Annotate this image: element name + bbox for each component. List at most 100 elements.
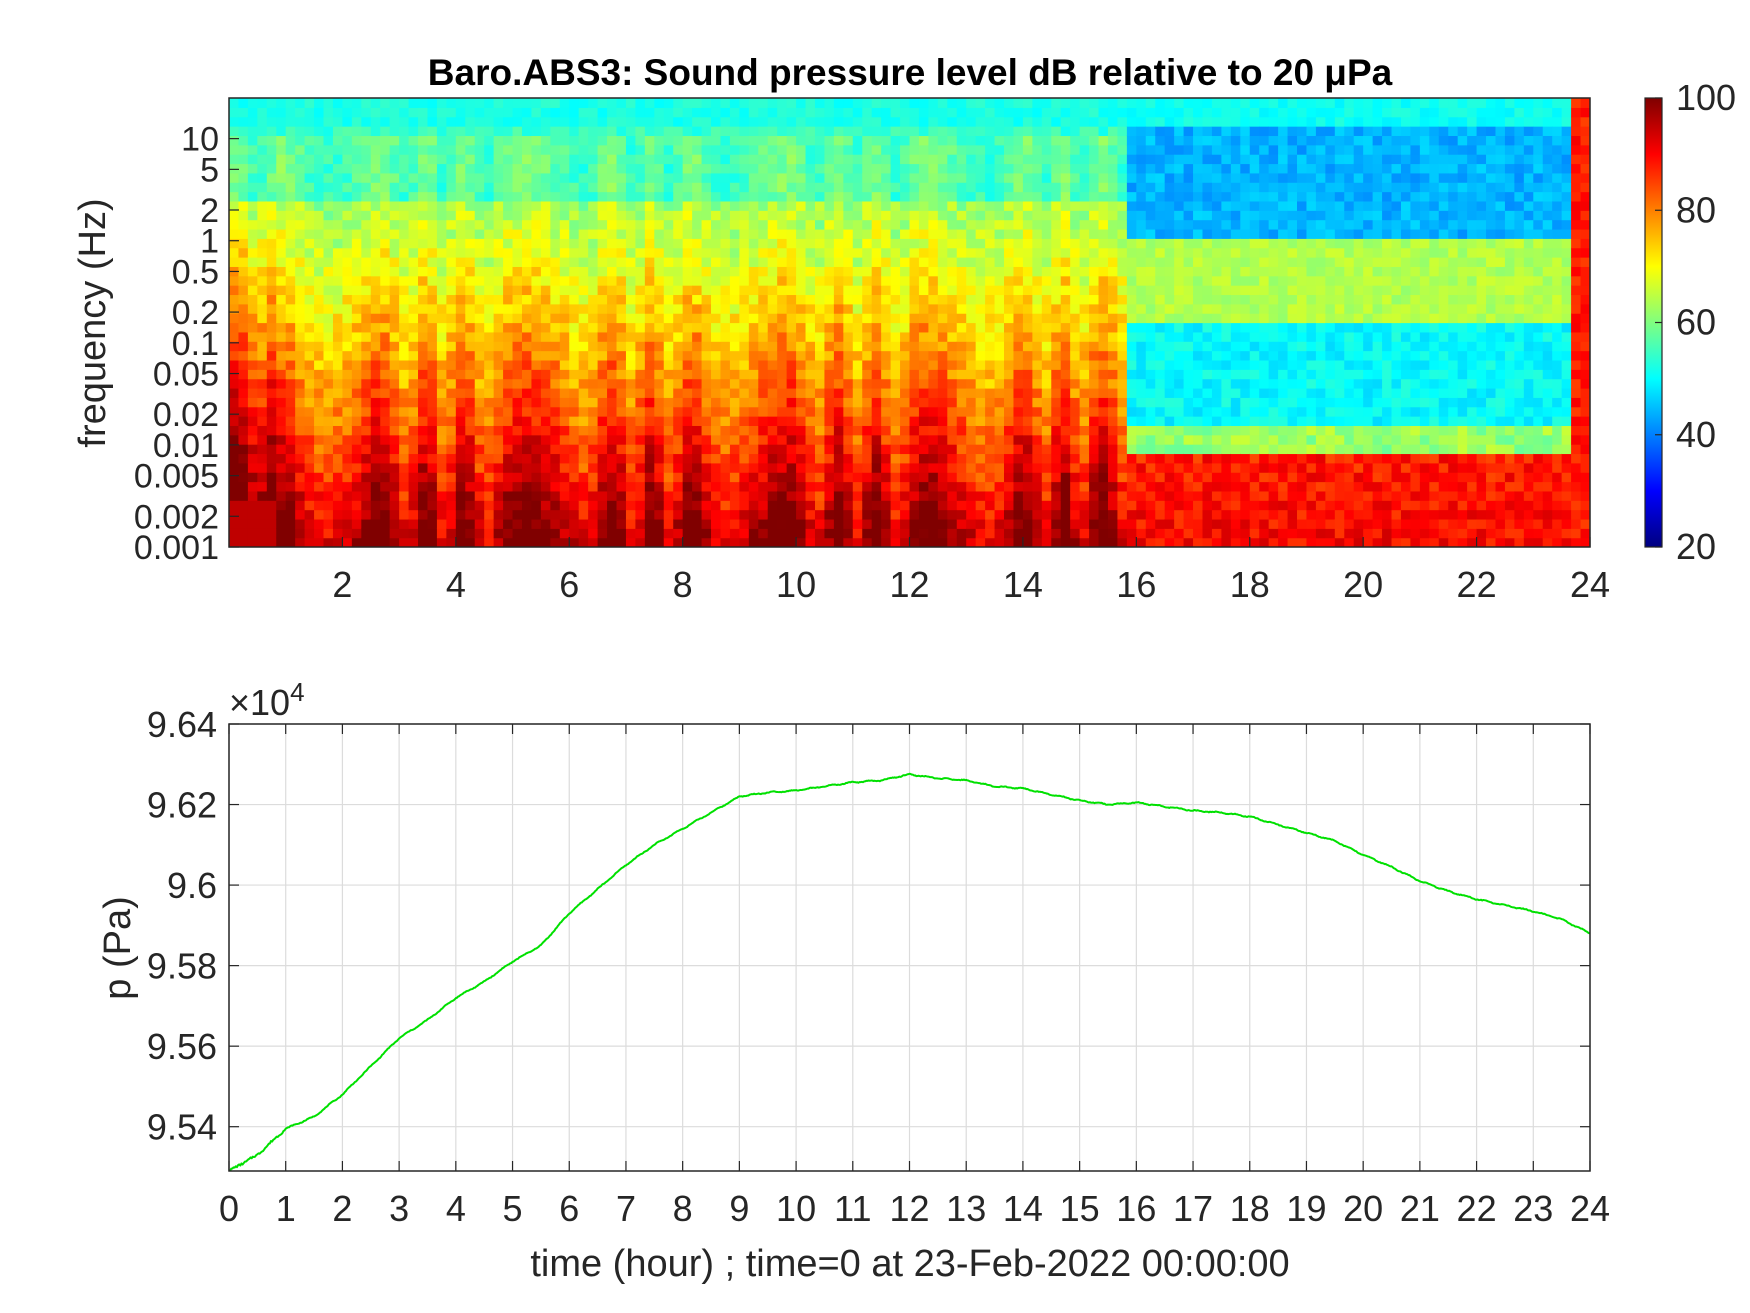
heatmap-cell [389,397,400,408]
heatmap-cell [1183,416,1194,426]
heatmap-cell [701,369,712,380]
heatmap-cell [559,313,570,324]
heatmap-cell [1193,500,1204,511]
heatmap-cell [1174,228,1185,239]
heatmap-cell [673,350,684,361]
heatmap-cell [975,228,986,239]
heatmap-cell [1136,378,1147,389]
heatmap-cell [1022,144,1033,155]
heatmap-cell [777,472,788,483]
heatmap-cell [975,331,986,342]
heatmap-cell [521,490,533,501]
heatmap-cell [266,444,277,455]
heatmap-cell [956,144,967,155]
heatmap-cell [1060,126,1071,137]
heatmap-cell [351,490,362,501]
heatmap-cell [729,518,740,529]
heatmap-cell [814,163,826,174]
heatmap-cell [455,406,466,417]
heatmap-cell [616,257,627,267]
heatmap-cell [238,341,249,352]
heatmap-cell [247,444,258,455]
heatmap-cell [484,528,495,539]
heatmap-cell [314,238,325,249]
heatmap-cell [1098,462,1109,473]
heatmap-cell [1202,378,1213,389]
heatmap-cell [436,182,447,193]
heatmap-cell [607,359,618,370]
heatmap-cell [947,191,958,202]
heatmap-cell [408,98,419,108]
heatmap-cell [692,266,703,277]
heatmap-cell [304,144,315,155]
heatmap-cell [843,369,854,380]
heatmap-cell [512,359,523,370]
heatmap-cell [947,266,958,277]
heatmap-cell [673,416,684,426]
heatmap-cell [238,303,249,314]
heatmap-cell [229,154,240,165]
heatmap-cell [777,200,788,211]
heatmap-cell [654,322,665,333]
heatmap-cell [285,182,296,193]
heatmap-cell [786,200,797,211]
heatmap-cell [824,154,835,165]
heatmap-cell [814,126,826,137]
heatmap-cell [701,285,712,296]
heatmap-cell [644,537,655,547]
heatmap-cell [1136,462,1147,473]
heatmap-cell [446,331,457,342]
heatmap-cell [796,462,807,473]
heatmap-cell [720,303,731,314]
heatmap-cell [351,98,362,108]
heatmap-cell [824,303,835,314]
heatmap-cell [918,294,929,305]
heatmap-cell [937,425,948,436]
heatmap-cell [814,116,826,127]
heatmap-cell [796,210,807,221]
heatmap-cell [559,98,570,108]
heatmap-cell [767,322,778,333]
heatmap-cell [521,416,533,426]
heatmap-cell [531,350,542,361]
heatmap-cell [1107,154,1119,165]
heatmap-cell [833,369,844,380]
heatmap-cell [238,313,249,324]
heatmap-cell [701,294,712,305]
heatmap-cell [285,116,296,127]
heatmap-cell [625,182,637,193]
heatmap-cell [257,294,268,305]
heatmap-cell [1193,453,1204,464]
heatmap-cell [739,313,750,324]
heatmap-cell [644,500,655,511]
heatmap-cell [465,472,476,483]
heatmap-cell [418,387,429,398]
heatmap-cell [975,191,986,202]
heatmap-cell [824,144,835,155]
heatmap-cell [975,172,986,183]
heatmap-cell [1089,163,1100,174]
heatmap-cell [918,247,929,258]
heatmap-cell [474,490,485,501]
heatmap-cell [229,434,240,445]
heatmap-cell [408,518,419,529]
heatmap-cell [890,350,901,361]
heatmap-cell [1117,294,1128,305]
heatmap-cell [1136,257,1147,267]
heatmap-cell [966,387,977,398]
heatmap-cell [597,144,608,155]
heatmap-cell [569,182,580,193]
heatmap-cell [985,247,996,258]
heatmap-cell [342,341,353,352]
heatmap-cell [890,322,901,333]
heatmap-cell [673,397,684,408]
heatmap-cell [625,331,637,342]
heatmap-cell [947,98,958,108]
heatmap-cell [1145,537,1156,547]
heatmap-cell [985,144,996,155]
heatmap-cell [559,191,570,202]
heatmap-cell [682,275,693,286]
heatmap-cell [654,191,665,202]
heatmap-cell [1117,285,1128,296]
heatmap-cell [436,210,447,221]
